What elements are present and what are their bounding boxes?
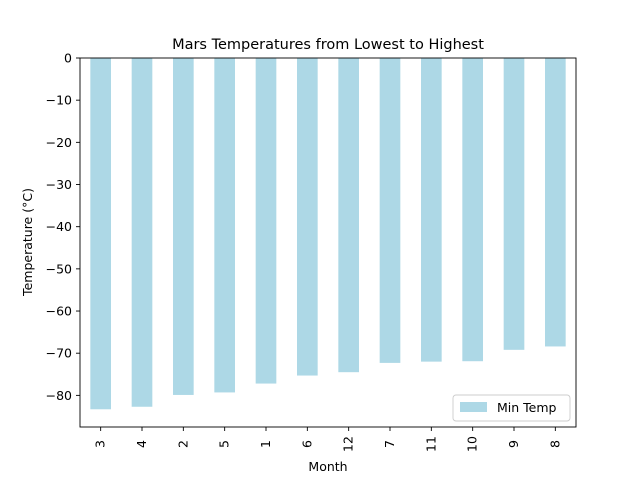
plot-frame	[79, 57, 577, 428]
x-tick-label-6: 6	[299, 440, 314, 448]
y-tick-label--10: −10	[46, 93, 72, 108]
x-tick-label-7: 7	[382, 440, 397, 448]
x-tick-label-3: 3	[93, 440, 108, 448]
y-tick-label--30: −30	[46, 177, 72, 192]
bar-month-12	[338, 58, 359, 373]
legend-box	[452, 394, 571, 422]
bar-month-3	[90, 58, 111, 410]
x-tick-label-5: 5	[217, 440, 232, 448]
bar-month-6	[297, 58, 318, 376]
bar-month-11	[421, 58, 442, 362]
x-tick-label-1: 1	[258, 440, 273, 448]
x-tick-label-10: 10	[465, 436, 480, 452]
y-tick-label--60: −60	[46, 304, 72, 319]
bar-month-9	[503, 58, 525, 350]
y-axis-label: Temperature (°C)	[20, 188, 35, 297]
bar-month-8	[545, 58, 566, 347]
legend: Min Temp	[452, 394, 571, 422]
x-axis: 3 4 2 5 1 6 12 7 11 10 9 8	[93, 427, 562, 452]
y-tick-label--40: −40	[46, 219, 72, 234]
bar-month-7	[379, 58, 401, 363]
x-tick-label-12: 12	[341, 436, 356, 452]
bar-month-10	[462, 58, 483, 362]
legend-swatch-min-temp	[460, 402, 487, 412]
x-tick-label-4: 4	[134, 440, 149, 448]
y-tick-label--50: −50	[46, 261, 72, 276]
x-tick-label-2: 2	[175, 440, 190, 448]
x-axis-label: Month	[308, 459, 347, 474]
y-tick-label--80: −80	[46, 388, 72, 403]
legend-label-min-temp: Min Temp	[497, 400, 557, 415]
bar-month-2	[173, 58, 194, 395]
x-tick-label-11: 11	[423, 436, 438, 452]
bar-month-5	[214, 58, 235, 393]
y-tick-label-0: 0	[64, 51, 72, 66]
x-tick-label-9: 9	[506, 440, 521, 448]
bar-month-1	[255, 58, 277, 384]
y-tick-label--70: −70	[46, 346, 72, 361]
chart-title: Mars Temperatures from Lowest to Highest	[172, 37, 484, 53]
bars	[90, 58, 566, 410]
bar-month-4	[131, 58, 153, 407]
y-tick-label--20: −20	[46, 135, 72, 150]
x-tick-label-8: 8	[547, 440, 562, 448]
y-axis: 0 −10 −20 −30 −40 −50 −60 −70 −80	[46, 51, 80, 403]
